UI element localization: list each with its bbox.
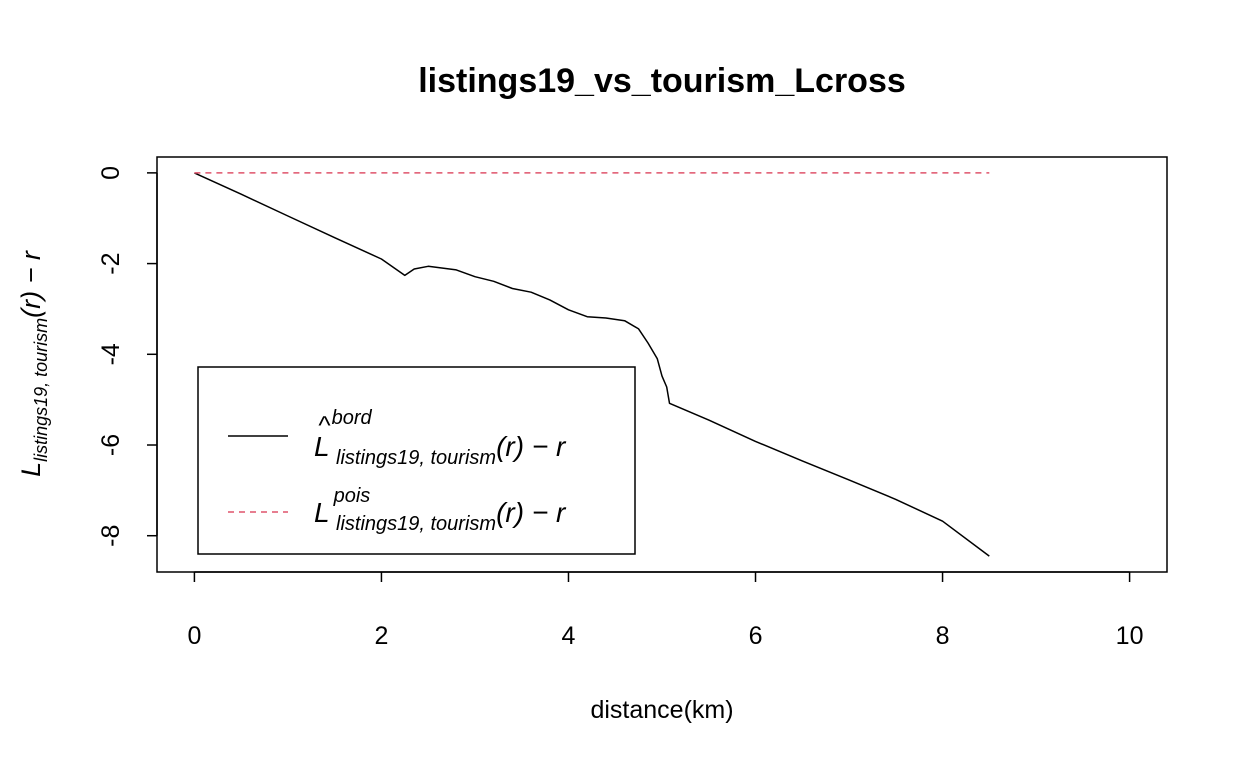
- x-tick-label: 2: [374, 622, 388, 650]
- x-tick-label: 0: [187, 622, 201, 650]
- legend-label-bord-sub-line: listings19, tourism(r) − r: [336, 431, 567, 469]
- x-tick-label: 4: [562, 622, 576, 650]
- series-line-bord: [194, 172, 990, 557]
- y-axis-label-suffix: (r) − r: [16, 250, 46, 318]
- legend-label-bord: Lbord: [314, 407, 372, 462]
- legend-label-pois-suffix: (r) − r: [496, 497, 567, 528]
- y-tick-label: -2: [97, 252, 125, 274]
- legend-label-bord-suffix: (r) − r: [496, 431, 567, 462]
- y-axis: 0 -2 -4 -6 -8: [97, 166, 158, 547]
- y-tick-label: 0: [97, 166, 125, 180]
- x-tick-label: 10: [1116, 622, 1144, 650]
- legend-hat-bord: ^: [318, 410, 331, 440]
- legend-label-bord-subscript: listings19, tourism: [336, 447, 496, 469]
- y-tick-label: -4: [97, 343, 125, 365]
- y-tick-label: -8: [97, 525, 125, 547]
- legend-label-bord-base: L: [314, 431, 330, 462]
- legend: ^ Lbord listings19, tourism(r) − r Lpois…: [197, 366, 636, 555]
- y-axis-label: Llistings19, tourism(r) − r: [16, 250, 51, 477]
- y-axis-label-subscript: listings19, tourism: [31, 318, 51, 462]
- legend-label-pois-base: L: [314, 497, 330, 528]
- legend-label-pois-subscript: listings19, tourism: [336, 513, 496, 535]
- legend-label-bord-superscript: bord: [332, 407, 373, 429]
- legend-label-pois: Lpois: [314, 485, 370, 528]
- y-axis-label-base: L: [16, 462, 46, 477]
- legend-label-pois-sub-line: listings19, tourism(r) − r: [336, 497, 567, 535]
- x-tick-label: 6: [749, 622, 763, 650]
- x-axis-label: distance(km): [590, 696, 733, 724]
- series-layer: [194, 172, 990, 557]
- y-tick-label: -6: [97, 434, 125, 456]
- legend-label-pois-superscript: pois: [333, 485, 371, 507]
- svg-text:Llistings19, tourism(r) − r: Llistings19, tourism(r) − r: [16, 250, 51, 477]
- legend-box: [197, 366, 636, 555]
- x-axis: 0 2 4 6 8 10: [187, 571, 1144, 650]
- chart-title: listings19_vs_tourism_Lcross: [418, 62, 906, 100]
- x-tick-label: 8: [936, 622, 950, 650]
